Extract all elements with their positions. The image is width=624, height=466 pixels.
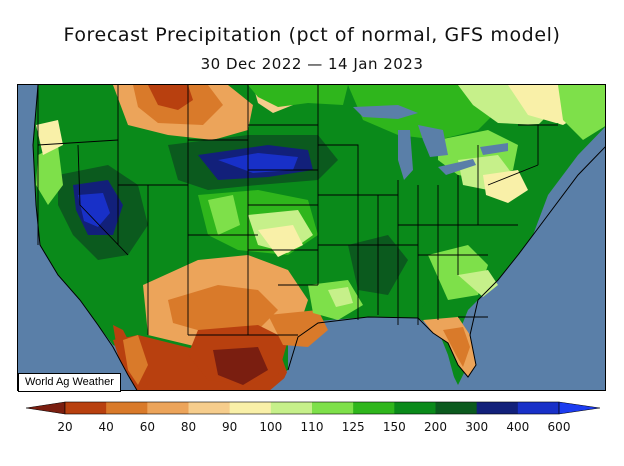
legend-swatch: [270, 402, 313, 414]
legend-swatch: [188, 402, 231, 414]
legend-swatch: [312, 402, 354, 414]
legend-swatch: [517, 402, 560, 414]
legend-tick-label: 300: [465, 420, 489, 434]
legend-tick-label: 80: [180, 420, 197, 434]
legend-tick-label: 90: [222, 420, 238, 434]
lake-huron: [418, 125, 448, 157]
precipitation-map: [17, 84, 606, 391]
atlantic-ocean: [463, 147, 605, 390]
legend-swatch: [65, 402, 107, 414]
lake-erie: [438, 159, 476, 175]
legend-tick-label: 400: [506, 420, 530, 434]
credit-label: World Ag Weather: [18, 373, 121, 392]
legend-tick-label: 200: [424, 420, 447, 434]
precipitation-map-graphic: [18, 85, 605, 390]
pacific-ocean: [18, 85, 137, 390]
legend-tick-label: 40: [98, 420, 114, 434]
legend-tick-label: 600: [547, 420, 571, 434]
legend-tick-label: 60: [139, 420, 155, 434]
legend-swatch: [476, 402, 519, 414]
legend-swatch: [394, 402, 436, 414]
legend-arrow-low: [25, 401, 66, 415]
legend-frame: [64, 401, 560, 415]
legend-swatch: [229, 402, 272, 414]
date-range-subtitle: 30 Dec 2022 — 14 Jan 2023: [200, 55, 424, 73]
legend-swatch: [147, 402, 189, 414]
gulf-of-mexico: [278, 317, 458, 390]
northeast-wet-zone: [348, 85, 498, 140]
legend-tick-label: 150: [382, 420, 406, 434]
legend-tick-label: 125: [341, 420, 365, 434]
legend-swatch: [106, 402, 148, 414]
state-borders: [37, 85, 558, 336]
lake-ontario: [480, 143, 508, 155]
legend-swatch: [353, 402, 395, 414]
legend-tick-label: 100: [259, 420, 283, 434]
legend-tick-label: 110: [300, 420, 324, 434]
map-title: Forecast Precipitation (pct of normal, G…: [63, 24, 561, 46]
color-legend-bar: [25, 401, 601, 415]
coastline: [32, 85, 605, 390]
legend-swatch: [435, 402, 478, 414]
lake-michigan: [398, 130, 413, 180]
lake-superior: [353, 105, 418, 119]
legend-tick-label: 20: [57, 420, 73, 434]
legend-arrow-high: [558, 401, 601, 415]
